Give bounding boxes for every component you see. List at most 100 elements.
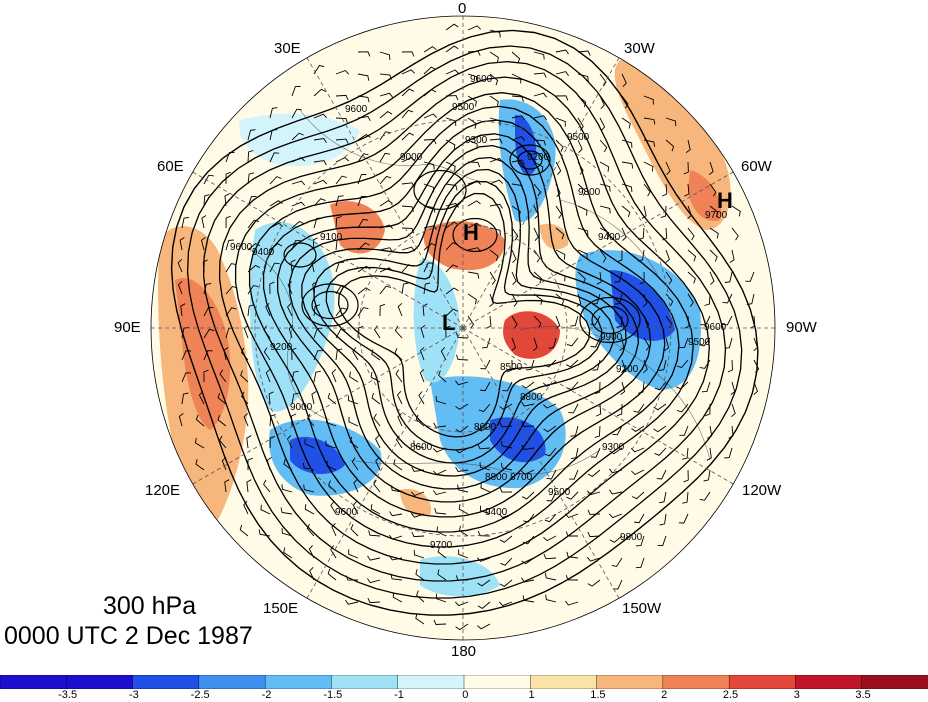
wind-barb xyxy=(357,134,371,141)
wind-barb xyxy=(511,271,517,286)
wind-barb xyxy=(665,161,671,176)
wind-barb xyxy=(445,183,458,191)
wind-barb xyxy=(701,381,711,393)
wind-barb xyxy=(375,456,381,471)
wind-barb xyxy=(653,403,667,411)
wind-barb xyxy=(247,457,253,470)
wind-barb xyxy=(379,175,392,185)
wind-barb xyxy=(685,139,691,153)
wind-barb xyxy=(498,601,513,607)
wind-barb xyxy=(335,175,348,185)
colorbar-swatch xyxy=(132,675,200,689)
wind-barb xyxy=(489,293,494,308)
wind-barb xyxy=(392,592,403,603)
height-contour xyxy=(202,60,727,582)
wind-barb xyxy=(437,546,447,559)
wind-barb xyxy=(590,447,601,458)
wind-barb xyxy=(455,425,469,433)
colorbar-swatch xyxy=(463,675,531,689)
wind-barb xyxy=(507,360,513,373)
wind-barb xyxy=(351,457,359,471)
contour-label: 8800 xyxy=(520,392,543,403)
contour-label: 9900 xyxy=(600,332,623,343)
wind-barb xyxy=(544,447,557,457)
anomaly-region-6 xyxy=(503,311,560,359)
wind-barb xyxy=(566,491,579,500)
wind-barb xyxy=(243,412,249,427)
wind-barb xyxy=(533,139,546,146)
wind-barb xyxy=(269,107,278,119)
wind-barb xyxy=(419,346,425,361)
closed-contour xyxy=(452,217,498,253)
contour-label: 8500 xyxy=(500,362,523,373)
wind-barb xyxy=(635,557,645,569)
wind-barb xyxy=(418,391,425,405)
contour-label: 9200 xyxy=(270,342,293,353)
wind-barb xyxy=(283,547,293,559)
lon-label-180: 180 xyxy=(451,643,477,660)
wind-barb xyxy=(281,528,293,537)
contour-label: 9200 xyxy=(527,152,550,163)
wind-barb xyxy=(478,403,491,413)
wind-barb xyxy=(724,271,733,283)
wind-barb xyxy=(353,478,359,493)
wind-barb xyxy=(731,227,739,241)
wind-barb xyxy=(566,337,579,347)
wind-barb xyxy=(181,392,189,405)
wind-barb xyxy=(621,359,626,374)
closed-contour xyxy=(579,296,641,344)
wind-barb xyxy=(634,513,645,524)
wind-barb xyxy=(389,511,403,517)
wind-barb xyxy=(709,249,718,262)
colorbar-label: 2 xyxy=(661,689,668,701)
wind-barb xyxy=(349,371,359,383)
wind-barb xyxy=(502,381,513,392)
wind-barb xyxy=(621,73,627,88)
wind-barb xyxy=(511,337,517,352)
wind-barb xyxy=(499,487,513,493)
wind-barb xyxy=(435,395,447,405)
wind-barb xyxy=(731,403,736,418)
meridian xyxy=(192,171,464,329)
wind-barb xyxy=(521,381,535,389)
wind-barb xyxy=(639,271,645,285)
wind-barb xyxy=(357,242,370,251)
wind-barb xyxy=(410,513,425,518)
height-contour xyxy=(337,192,591,438)
wind-barb xyxy=(269,152,280,163)
wind-barb xyxy=(312,237,318,251)
wind-barb xyxy=(687,249,697,262)
wind-barb xyxy=(654,447,667,456)
wind-barb xyxy=(438,370,447,383)
wind-barb xyxy=(445,69,460,75)
wind-barb xyxy=(480,482,491,493)
colorbar-swatch xyxy=(728,675,797,689)
wind-barb xyxy=(291,180,306,186)
wind-barb xyxy=(532,337,538,352)
wind-barb xyxy=(247,172,255,185)
meridian xyxy=(462,327,620,599)
wind-barb xyxy=(682,447,689,460)
wind-barb xyxy=(423,66,436,75)
contour-label: 9000 xyxy=(290,402,313,413)
wind-barb xyxy=(533,72,547,78)
wind-barb xyxy=(499,535,513,543)
wind-barb xyxy=(729,249,735,263)
wind-barb xyxy=(477,425,491,432)
closed-contour xyxy=(517,150,543,170)
lon-label-60w: 60W xyxy=(741,158,772,175)
wind-barb xyxy=(397,302,403,317)
wind-barb xyxy=(521,444,535,450)
latitude-circle xyxy=(254,119,672,537)
wind-barb xyxy=(269,176,282,185)
wind-barb xyxy=(687,271,696,284)
wind-barb xyxy=(247,264,261,273)
colorbar-swatch xyxy=(795,675,863,689)
wind-barb xyxy=(401,51,415,57)
wind-barb xyxy=(331,522,337,537)
wind-barb xyxy=(379,92,393,98)
wind-barb xyxy=(313,304,321,317)
wind-barb xyxy=(195,459,205,471)
wind-barb xyxy=(511,249,517,264)
wind-barb xyxy=(454,601,469,607)
